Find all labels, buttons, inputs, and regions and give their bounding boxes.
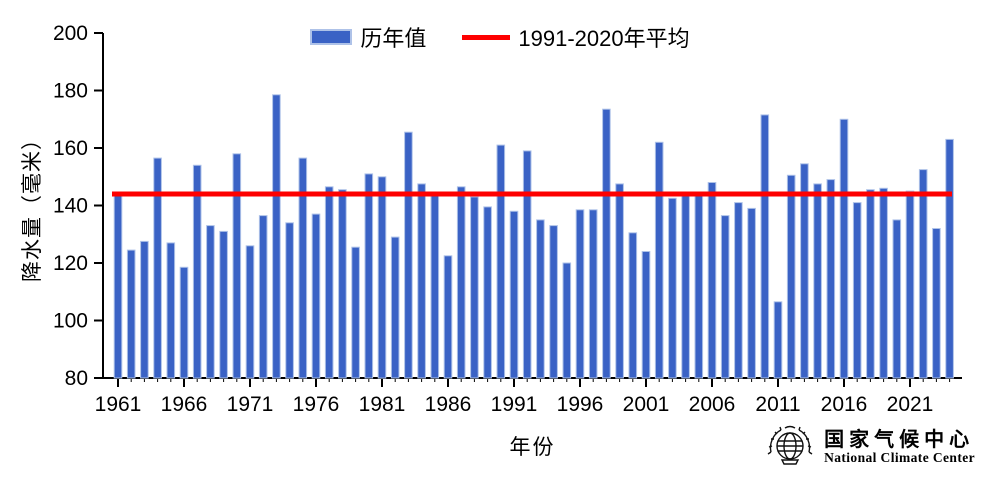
ncc-name-zh: 国家气候中心: [824, 428, 975, 451]
bar-2021: [905, 190, 915, 379]
x-tick-label-2006: 2006: [689, 393, 736, 416]
bar-2020: [892, 219, 902, 379]
bar-1976: [311, 213, 321, 379]
bar-2022: [918, 169, 928, 379]
bar-1978: [338, 189, 347, 379]
y-tick-label-200: 200: [53, 22, 88, 45]
bar-2017: [852, 202, 862, 379]
ncc-name-en: National Climate Center: [824, 449, 975, 465]
bar-1989: [483, 206, 492, 379]
bar-2010: [760, 114, 770, 379]
bar-series-swatch-icon: [310, 29, 353, 45]
x-tick-label-1966: 1966: [161, 393, 208, 416]
bar-1973: [272, 94, 281, 379]
ncc-logo-text: 国家气候中心 National Climate Center: [824, 429, 975, 466]
bar-1986: [443, 255, 453, 379]
bar-1966: [179, 266, 189, 379]
bar-1981: [377, 176, 387, 379]
bar-1998: [602, 108, 611, 379]
x-tick-label-1971: 1971: [227, 393, 274, 416]
x-tick-label-2011: 2011: [755, 393, 800, 416]
x-tick-label-2016: 2016: [821, 393, 868, 416]
bar-2019: [879, 187, 888, 379]
bar-2009: [747, 207, 756, 379]
bar-1995: [562, 262, 572, 379]
y-tick-label-120: 120: [53, 252, 88, 275]
bar-2012: [786, 174, 796, 379]
bar-1962: [126, 249, 136, 379]
bar-2006: [707, 182, 717, 379]
ncc-globe-icon: [767, 425, 813, 465]
x-tick-label-2001: 2001: [623, 393, 670, 416]
bar-2024: [945, 138, 954, 379]
x-tick-label-2021: 2021: [887, 393, 934, 416]
bar-1968: [206, 225, 215, 379]
bar-1961: [113, 194, 123, 379]
x-tick-label-1981: 1981: [359, 393, 406, 416]
bar-1996: [575, 209, 585, 379]
y-tick-label-140: 140: [53, 195, 88, 218]
x-tick-label-1986: 1986: [425, 393, 472, 416]
y-axis-title: 降水量（毫米）: [21, 128, 44, 282]
bar-1990: [496, 144, 506, 379]
bar-1965: [166, 242, 176, 379]
chart-legend: 历年值 1991-2020年平均: [0, 21, 1000, 53]
bar-2003: [668, 197, 677, 379]
bar-1974: [285, 222, 294, 379]
bar-1999: [615, 183, 624, 379]
y-tick-label-100: 100: [53, 310, 88, 333]
y-tick-label-160: 160: [53, 137, 88, 160]
bar-1967: [192, 164, 202, 379]
bar-1993: [536, 219, 545, 379]
bar-2014: [813, 183, 822, 379]
bar-1997: [588, 209, 598, 379]
bar-1977: [324, 186, 334, 379]
bar-2013: [800, 163, 809, 379]
bar-1982: [390, 236, 400, 379]
x-tick-label-1976: 1976: [293, 393, 340, 416]
bar-2004: [681, 192, 690, 379]
bar-1988: [470, 196, 479, 379]
ncc-logo: 国家气候中心 National Climate Center: [765, 424, 975, 470]
bar-1969: [219, 230, 228, 379]
bar-2018: [866, 189, 875, 379]
y-tick-label-80: 80: [65, 367, 88, 390]
bar-1987: [456, 186, 466, 379]
bar-1970: [232, 153, 242, 379]
bar-2023: [932, 228, 941, 379]
bar-2011: [773, 301, 783, 379]
bar-1980: [364, 173, 374, 379]
bar-2002: [654, 141, 664, 379]
bar-2007: [720, 215, 730, 379]
average-line-swatch-icon: [462, 34, 511, 40]
bar-1991: [509, 210, 519, 379]
y-tick-label-180: 180: [53, 80, 88, 103]
bar-1992: [522, 150, 532, 379]
bar-1963: [140, 240, 149, 379]
bar-1964: [153, 157, 162, 379]
bar-2000: [628, 232, 638, 379]
bar-1975: [298, 157, 308, 379]
bar-2001: [641, 251, 651, 379]
x-tick-label-1996: 1996: [557, 393, 604, 416]
bar-1979: [351, 246, 360, 379]
x-tick-label-1961: 1961: [95, 393, 142, 416]
bar-2005: [694, 194, 704, 379]
legend-item-average: 1991-2020年平均: [462, 21, 690, 53]
bar-2016: [839, 118, 849, 379]
bar-1985: [430, 194, 440, 379]
legend-label-average: 1991-2020年平均: [518, 26, 690, 51]
bar-1971: [245, 245, 255, 379]
x-axis-title: 年份: [509, 436, 556, 459]
bar-2008: [734, 202, 743, 379]
bar-2015: [826, 179, 836, 379]
legend-label-yearly: 历年值: [360, 26, 427, 51]
x-tick-label-1991: 1991: [491, 393, 538, 416]
bar-1983: [404, 131, 413, 379]
bar-1994: [549, 225, 558, 379]
bar-1972: [258, 215, 268, 379]
legend-item-yearly: 历年值: [310, 21, 426, 53]
bar-1984: [417, 183, 426, 379]
